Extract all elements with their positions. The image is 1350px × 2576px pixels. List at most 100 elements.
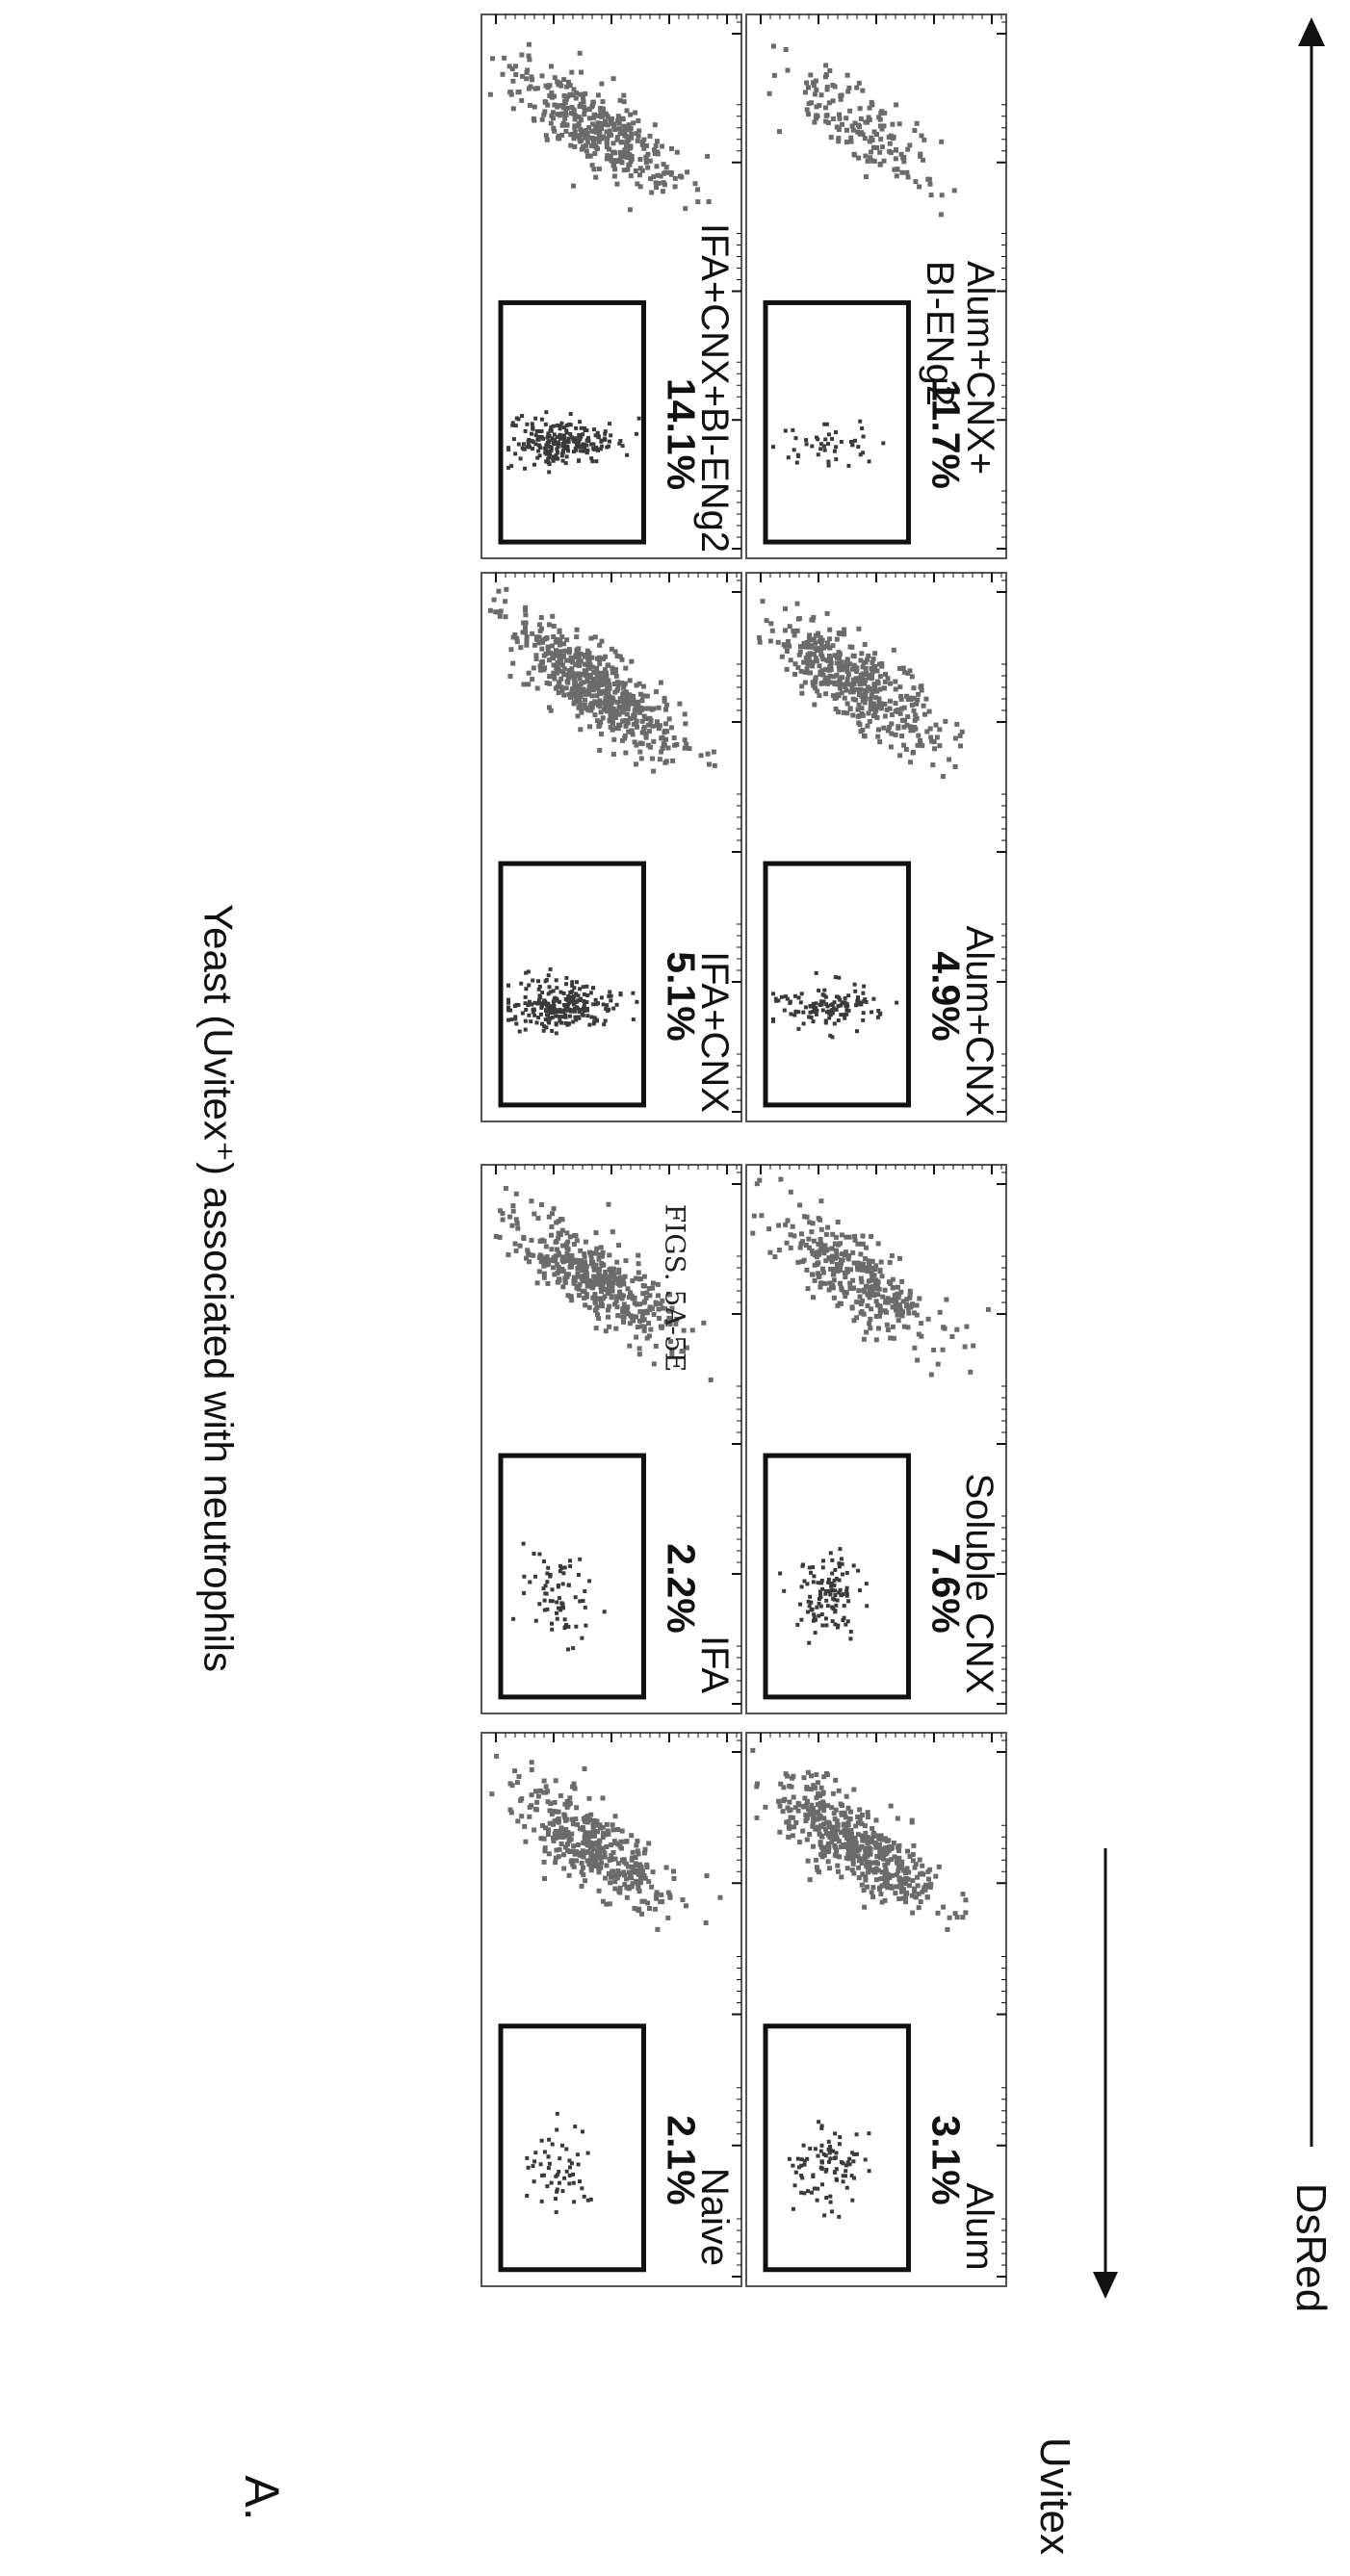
gated-event-dot: [824, 422, 829, 426]
event-dot: [612, 1301, 617, 1307]
gated-event-dot: [542, 1024, 547, 1029]
event-dot: [552, 1272, 558, 1277]
event-dot: [797, 644, 803, 650]
event-dot: [884, 707, 890, 712]
event-dot: [657, 1316, 662, 1321]
event-dot: [842, 631, 846, 637]
event-dot: [798, 1241, 804, 1247]
gated-event-dot: [574, 1624, 579, 1629]
event-dot: [594, 718, 600, 724]
event-dot: [628, 1290, 634, 1296]
event-dot: [804, 1267, 810, 1273]
gated-event-dot: [566, 1647, 570, 1652]
event-dot: [582, 104, 587, 110]
gated-event-dot: [560, 1602, 565, 1607]
event-dot: [933, 1873, 939, 1879]
event-dot: [624, 1308, 630, 1314]
event-dot: [760, 599, 766, 604]
event-dot: [813, 1826, 818, 1832]
gated-event-dot: [591, 1021, 596, 1026]
event-dot: [757, 1177, 763, 1183]
event-dot: [823, 63, 829, 68]
event-dot: [842, 1289, 847, 1295]
event-dot: [594, 1848, 600, 1854]
event-dot: [904, 1866, 910, 1871]
event-dot: [838, 1301, 844, 1306]
gated-event-dot: [832, 1578, 837, 1583]
gated-event-dot: [525, 445, 530, 450]
gated-event-dot: [581, 1599, 585, 1603]
event-dot: [637, 1301, 643, 1307]
event-dot: [890, 1324, 896, 1329]
event-dot: [939, 193, 945, 198]
event-dot: [602, 1854, 608, 1860]
gated-event-dot: [820, 1008, 825, 1013]
gated-event-dot: [581, 985, 585, 990]
gated-event-dot: [771, 992, 775, 996]
event-dot: [858, 1251, 864, 1257]
event-dot: [813, 1785, 818, 1790]
event-dot: [612, 1856, 618, 1862]
gated-event-dot: [550, 1029, 555, 1033]
event-dot: [862, 1904, 868, 1910]
event-dot: [557, 657, 562, 662]
gated-event-dot: [542, 446, 547, 451]
event-dot: [624, 139, 630, 144]
event-dot: [602, 1850, 608, 1856]
event-dot: [814, 104, 819, 110]
event-dot: [903, 1894, 909, 1900]
gated-event-dot: [516, 417, 521, 422]
gated-event-dot: [800, 2176, 805, 2180]
event-dot: [802, 680, 808, 685]
event-dot: [616, 1278, 622, 1284]
gated-event-dot: [560, 2189, 565, 2194]
event-dot: [886, 1872, 891, 1877]
event-dot: [591, 1267, 597, 1273]
event-dot: [586, 691, 592, 697]
event-dot: [776, 1248, 782, 1253]
event-dot: [886, 135, 892, 141]
event-dot: [653, 143, 659, 148]
gated-event-dot: [533, 1574, 537, 1579]
event-dot: [586, 107, 592, 113]
gated-event-dot: [548, 1573, 553, 1577]
gated-event-dot: [838, 1587, 843, 1592]
event-dot: [590, 99, 596, 105]
event-dot: [810, 663, 816, 669]
dot-plot-panel: [480, 13, 742, 559]
event-dot: [514, 639, 520, 645]
event-dot: [905, 174, 911, 180]
event-dot: [853, 1823, 859, 1829]
event-dot: [590, 121, 596, 127]
gated-event-dot: [575, 444, 580, 449]
event-dot: [574, 627, 580, 632]
event-dot: [833, 1807, 839, 1813]
event-dot: [849, 1832, 854, 1837]
gated-event-dot: [565, 439, 570, 444]
event-dot: [647, 133, 653, 139]
event-dot: [865, 1884, 870, 1890]
gated-event-dot: [817, 989, 821, 992]
gated-event-dot: [558, 999, 562, 1004]
event-dot: [793, 1819, 799, 1825]
gated-event-dot: [833, 2170, 838, 2175]
event-dot: [665, 1915, 671, 1920]
gated-event-dot: [554, 2174, 558, 2178]
event-dot: [623, 665, 629, 671]
gated-event-dot: [816, 2153, 820, 2158]
gated-event-dot: [543, 1584, 548, 1588]
gated-event-dot: [858, 452, 863, 457]
event-dot: [562, 100, 568, 106]
event-dot: [655, 1926, 661, 1932]
gated-event-dot: [537, 444, 542, 448]
event-dot: [856, 130, 862, 136]
event-dot: [827, 1866, 832, 1871]
event-dot: [894, 1872, 899, 1878]
event-dot: [614, 135, 620, 141]
gated-event-dot: [618, 439, 623, 443]
event-dot: [910, 1910, 916, 1916]
gated-event-dot: [591, 986, 596, 991]
event-dot: [549, 1812, 555, 1816]
event-dot: [901, 159, 907, 165]
event-dot: [818, 1805, 823, 1811]
